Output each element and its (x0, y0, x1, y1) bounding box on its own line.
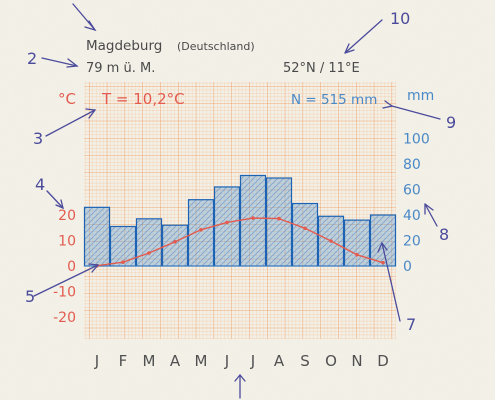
temperature-point (355, 252, 359, 257)
annual-precipitation-label: N = 515 mm (291, 92, 377, 108)
precipitation-arrow (391, 105, 441, 120)
temperature-point (251, 216, 255, 220)
precipitation-bar (187, 199, 215, 267)
elevation-label: 79 m ü. M. (86, 61, 155, 76)
month-label: A (170, 352, 181, 370)
month-label: S (300, 352, 310, 370)
precipitation-bar (135, 218, 163, 267)
curve-arrow-head (377, 241, 388, 253)
temperature-point (381, 260, 385, 265)
month-label: M (143, 352, 156, 370)
precipitation-bar (83, 206, 111, 267)
annotation-arrows (33, 3, 441, 399)
right-axis-arrow (424, 203, 438, 227)
zero-line-arrow (33, 264, 99, 297)
precipitation-tick-label: 20 (403, 234, 421, 250)
precipitation-bar (343, 219, 371, 267)
station-arrow-head (84, 20, 97, 32)
month-label: J (250, 352, 255, 370)
temperature-point (277, 216, 281, 221)
header: Magdeburg (Deutschland) 79 m ü. M. 52°N … (86, 38, 377, 108)
precipitation-bars (83, 174, 397, 267)
annotation-numbers: 2 3 4 5 7 8 9 10 (25, 9, 456, 334)
temperature-point (121, 260, 125, 264)
month-label: N (351, 352, 362, 370)
elevation-arrow (41, 57, 78, 67)
precipitation-bar (109, 225, 137, 267)
temperature-point (173, 239, 177, 244)
month-label: M (195, 352, 208, 370)
precipitation-arrow-head (382, 100, 394, 109)
temperature-point (303, 226, 307, 231)
temperature-tick-label: -10 (53, 285, 76, 301)
coordinates-arrow (344, 19, 383, 54)
precipitation-bar (291, 202, 319, 267)
coordinates-arrow-head (344, 43, 355, 54)
elevation-arrow-head (66, 58, 79, 68)
temperature-arrow-head (85, 108, 97, 119)
month-label: O (325, 352, 337, 370)
precipitation-tick-label: 100 (403, 132, 430, 148)
temperature-point (225, 220, 229, 225)
marker-3: 3 (33, 129, 43, 148)
right-axis-arrow-head (424, 203, 434, 215)
precipitation-bar (369, 214, 397, 267)
country-name: (Deutschland) (177, 40, 255, 53)
month-label: D (377, 352, 389, 370)
temperature-point (329, 239, 333, 243)
month-label: J (224, 352, 229, 370)
right-axis-unit: mm (407, 88, 434, 104)
precipitation-tick-label: 40 (403, 208, 421, 224)
left-axis-arrow-head (55, 199, 64, 210)
coordinates-label: 52°N / 11°E (283, 61, 360, 76)
temperature-point (147, 251, 151, 255)
month-label: J (94, 352, 99, 370)
precipitation-tick-label: 80 (403, 157, 421, 173)
month-arrow-head (234, 373, 246, 382)
precipitation-tick-label: 60 (403, 183, 421, 199)
temperature-tick-label: -20 (53, 310, 76, 326)
temperature-arrow (45, 109, 96, 137)
marker-5: 5 (25, 287, 35, 306)
annual-temperature-label: T = 10,2°C (101, 90, 185, 108)
month-label: F (119, 352, 128, 370)
temperature-tick-label: 0 (67, 259, 76, 275)
marker-9: 9 (446, 113, 456, 132)
temperature-curve (96, 217, 384, 267)
marker-2: 2 (27, 49, 37, 68)
precipitation-bar (239, 174, 267, 267)
marker-4: 4 (35, 175, 45, 194)
temperature-point (199, 227, 203, 232)
station-name: Magdeburg (86, 38, 162, 54)
month-label: A (274, 352, 285, 370)
precipitation-tick-label: 0 (403, 259, 412, 275)
temperature-tick-label: 20 (58, 208, 76, 224)
marker-8: 8 (439, 225, 449, 244)
marker-10: 10 (390, 9, 410, 28)
left-axis-arrow (46, 190, 64, 209)
temperature-tick-label: 10 (58, 234, 76, 250)
precipitation-bar (213, 186, 241, 267)
marker-7: 7 (406, 315, 416, 334)
left-axis-unit: °C (58, 90, 76, 108)
zero-line-arrow-head (88, 263, 100, 273)
curve-arrow (381, 242, 401, 322)
